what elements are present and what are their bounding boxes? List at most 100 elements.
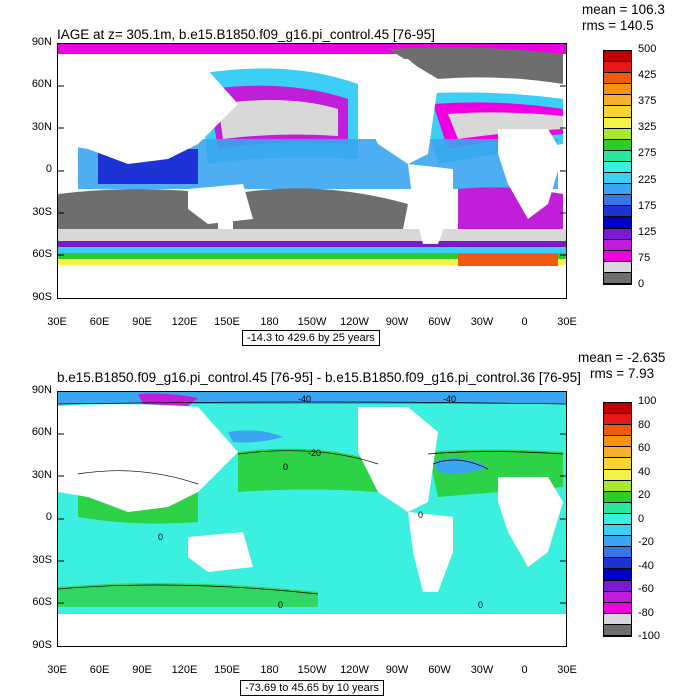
lon-label: 30E: [557, 316, 577, 328]
panel1-mean: mean = 106.3: [582, 2, 665, 17]
colorbar-label: 125: [638, 225, 657, 238]
p2-contours: [58, 401, 566, 595]
colorbar-swatch: [604, 580, 631, 592]
p2-africa: [498, 477, 563, 567]
panel1-map-frame: [57, 43, 567, 299]
lon-label: 60W: [428, 316, 451, 328]
colorbar-label: 500: [638, 43, 657, 55]
colorbar-label: -100: [638, 630, 661, 642]
colorbar-swatch: [604, 217, 631, 229]
p1-lat-label: 90S: [32, 291, 52, 303]
lon-label: 60W: [428, 664, 451, 676]
colorbar-swatch: [604, 173, 631, 185]
colorbar-label: 75: [638, 251, 651, 264]
colorbar-label: 375: [638, 95, 657, 108]
panel1-map: [58, 44, 566, 298]
colorbar-label: 80: [638, 418, 651, 431]
p2-lat-label: 90S: [32, 639, 52, 651]
colorbar-swatch: [604, 624, 631, 636]
colorbar-label: -80: [638, 606, 654, 619]
lon-label: 30E: [557, 664, 577, 676]
colorbar-box: [603, 402, 632, 637]
colorbar-swatch: [604, 513, 631, 526]
lon-label: 150W: [297, 316, 327, 328]
colorbar-swatch: [604, 261, 631, 273]
colorbar-swatch: [604, 525, 631, 537]
panel2-rms: rms = 7.93: [590, 366, 655, 381]
lon-label: 30E: [47, 316, 67, 328]
lon-label: 0: [521, 664, 528, 676]
p1-weddell-orange: [458, 254, 558, 266]
colorbar-swatch: [604, 206, 631, 218]
colorbar-label: 100: [638, 395, 657, 407]
p1-arctic-grey: [388, 47, 563, 84]
colorbar-swatch: [604, 425, 631, 437]
colorbar-swatch: [604, 480, 631, 492]
colorbar-swatch: [604, 458, 631, 470]
colorbar-swatch: [604, 569, 631, 581]
p1-lat-label: 0: [45, 163, 52, 175]
colorbar-label: 0: [638, 278, 645, 290]
colorbar-box: [603, 50, 632, 285]
lon-label: 60E: [89, 316, 110, 328]
p1-arctic-band: [58, 44, 566, 54]
colorbar-label: 225: [638, 173, 657, 186]
colorbar-swatch: [604, 150, 631, 162]
p2-lat-label: 0: [45, 511, 52, 523]
colorbar-swatch: [604, 447, 631, 459]
p2-contour-label: 0: [158, 532, 163, 542]
colorbar-swatch: [604, 128, 631, 140]
lon-label: 150E: [214, 664, 240, 676]
colorbar-label: -20: [638, 536, 654, 548]
p1-natl-grey: [448, 112, 563, 139]
p1-south-america: [408, 164, 453, 244]
colorbar-swatch: [604, 558, 631, 570]
lon-label: 30E: [47, 664, 67, 676]
p1-npac-grey: [218, 100, 338, 139]
p2-contour-label: -40: [443, 394, 456, 404]
colorbar-swatch: [604, 62, 631, 74]
p2-contour-label: 0: [283, 462, 288, 472]
colorbar-swatch: [604, 228, 631, 240]
colorbar-swatch: [604, 502, 631, 514]
p1-lat-label: 60N: [31, 78, 52, 90]
colorbar-label: 0: [638, 512, 645, 525]
panel2-mean: mean = -2.635: [578, 350, 666, 365]
p2-north-america: [358, 407, 438, 512]
p1-australia: [188, 184, 253, 224]
p1-lat-label: 60S: [32, 248, 52, 260]
p1-north-america: [358, 59, 438, 164]
colorbar-swatch: [604, 184, 631, 196]
lon-label: 120E: [171, 316, 198, 328]
colorbar-swatch: [604, 106, 631, 118]
lon-label: 90E: [132, 664, 152, 676]
p1-s-pacific-gyre: [233, 188, 408, 229]
p2-eurasia: [58, 404, 238, 512]
p1-antarctica: [58, 266, 566, 298]
colorbar-swatch: [604, 250, 631, 262]
lon-label: 120E: [171, 664, 198, 676]
colorbar-label: 60: [638, 442, 651, 454]
colorbar-swatch: [604, 73, 631, 85]
lon-label: 60E: [89, 664, 110, 676]
lon-label: 90E: [132, 316, 152, 328]
p1-lat-label: 90N: [31, 36, 52, 48]
colorbar-swatch: [604, 602, 631, 614]
colorbar-swatch: [604, 195, 631, 207]
colorbar-swatch: [604, 591, 631, 603]
p1-so-grey: [58, 229, 566, 241]
p2-so-green: [58, 583, 318, 607]
colorbar-swatch: [604, 139, 631, 151]
colorbar-swatch: [604, 536, 631, 548]
panel1-title: IAGE at z= 305.1m, b.e15.B1850.f09_g16.p…: [57, 27, 435, 42]
colorbar-label: -40: [638, 559, 654, 572]
p2-npac-green: [238, 448, 378, 492]
panel2-title: b.e15.B1850.f09_g16.pi_control.45 [76-95…: [57, 370, 581, 385]
colorbar-swatch: [604, 51, 631, 63]
lon-label: 180: [260, 664, 279, 676]
p1-so-yellow: [58, 259, 566, 265]
lon-label: 90W: [385, 664, 409, 676]
colorbar-swatch: [604, 117, 631, 129]
lon-label: 150E: [214, 316, 240, 328]
p2-contour-label: -20: [308, 448, 321, 458]
